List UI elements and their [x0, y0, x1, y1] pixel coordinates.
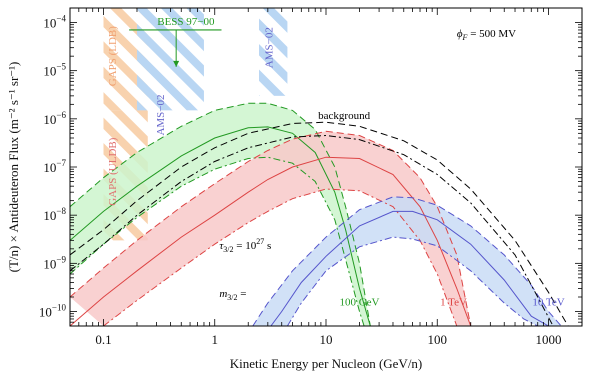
ams-02-region-lower [259, 8, 288, 96]
y-tick-exponent: −5 [56, 62, 66, 72]
phi-value: = 500 MV [467, 28, 516, 40]
y-tick-label: 10−8 [43, 206, 66, 223]
curve-label-100-gev: 100 GeV [339, 297, 379, 309]
x-tick-label: 1 [211, 332, 218, 347]
solar-modulation-annotation: ϕF = 500 MV [457, 28, 516, 42]
curve-label-10-tev: 10 TeV [532, 297, 564, 309]
y-tick-label: 10−7 [43, 158, 66, 175]
background-lower-line [70, 134, 554, 326]
line-central-10-tev [270, 210, 549, 326]
ams-02-lower-label: AMS−02 [263, 27, 275, 68]
x-tick-label: 10 [320, 332, 333, 347]
lifetime-annotation: τ3/2 = 1027 s [219, 237, 271, 254]
tau-subscript: 3/2 [223, 245, 233, 254]
bess-label: BESS 97−00 [157, 16, 215, 28]
phi-subscript: F [462, 33, 468, 42]
x-axis-title: Kinetic Energy per Nucleon (GeV/n) [230, 356, 423, 371]
ams-02-upper-label: AMS−02 [155, 94, 167, 135]
line-upper-10-tev [252, 196, 562, 326]
tau-equals: = 10 [234, 240, 257, 252]
y-tick-base: 10 [43, 15, 56, 30]
y-tick-base: 10 [43, 160, 56, 175]
y-tick-base: 10 [43, 208, 56, 223]
y-tick-base: 10 [43, 64, 56, 79]
x-tick-label: 1000 [536, 332, 562, 347]
phi-symbol: ϕ [457, 28, 463, 40]
mass-symbol: m [219, 288, 227, 300]
tau-exponent: 27 [256, 237, 264, 246]
x-tick-label: 100 [428, 332, 448, 347]
y-tick-label: 10−9 [43, 254, 66, 271]
bands-layer [70, 103, 562, 326]
background-label: background [318, 110, 370, 122]
line-central-100-gev [70, 126, 371, 326]
band-10-tev [252, 196, 562, 326]
mass-annotation: m3/2 = [219, 288, 246, 302]
ams-02-region-upper [136, 8, 204, 111]
y-axis-title: (T/n) × Antideuteron Flux (m⁻² s⁻¹ sr⁻¹) [6, 62, 21, 273]
mass-equals: = [238, 288, 247, 300]
gaps-ldb-label: GAPS (LDB) [107, 26, 119, 87]
y-tick-exponent: −4 [56, 13, 66, 23]
y-tick-label: 10−10 [39, 303, 67, 320]
bess-arrow-head [173, 60, 180, 67]
line-central-1-tev [70, 156, 472, 326]
y-tick-label: 10−5 [43, 62, 66, 79]
y-tick-exponent: −7 [56, 158, 66, 168]
y-tick-label: 10−6 [43, 110, 66, 127]
line-lower-10-tev [286, 236, 538, 326]
curve-label-1-tev: 1 TeV [440, 297, 467, 309]
gaps-uldb-label: GAPS (ULDB) [107, 137, 119, 205]
y-tick-exponent: −8 [56, 206, 66, 216]
tau-symbol: τ [219, 240, 224, 252]
band-1-tev [70, 131, 471, 326]
background-upper-line [70, 121, 569, 326]
y-tick-label: 10−4 [43, 13, 66, 30]
y-tick-base: 10 [43, 112, 56, 127]
mass-subscript: 3/2 [227, 293, 237, 302]
tau-unit: s [264, 240, 271, 252]
lines-layer [70, 29, 569, 326]
y-tick-exponent: −10 [52, 303, 67, 313]
axes-layer: 0.1 1 10 100 100010−1010−910−810−710−610−510… [39, 7, 583, 347]
y-tick-exponent: −9 [56, 254, 66, 264]
y-tick-exponent: −6 [56, 110, 66, 120]
line-lower-1-tev [103, 188, 458, 326]
y-tick-base: 10 [39, 305, 52, 320]
line-upper-100-gev [70, 102, 371, 326]
y-tick-base: 10 [43, 256, 56, 271]
x-tick-label: 0.1 [95, 332, 111, 347]
